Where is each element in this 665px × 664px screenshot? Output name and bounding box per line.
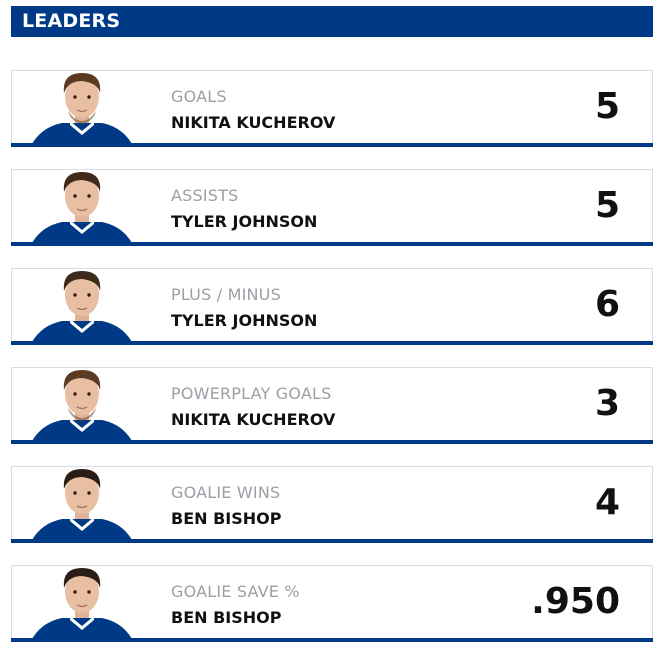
player-name[interactable]: BEN BISHOP	[171, 509, 282, 528]
stat-label: GOALIE WINS	[171, 483, 281, 502]
player-name[interactable]: TYLER JOHNSON	[171, 311, 318, 330]
card-accent-bar	[11, 341, 653, 345]
stat-label: GOALS	[171, 87, 227, 106]
player-name[interactable]: BEN BISHOP	[171, 608, 282, 627]
header-title: LEADERS	[22, 10, 121, 32]
player-name[interactable]: TYLER JOHNSON	[171, 212, 318, 231]
stat-value: 6	[594, 284, 620, 325]
stat-value: 5	[594, 185, 620, 226]
stat-value: .950	[531, 581, 620, 622]
leader-card-plus-minus[interactable]: PLUS / MINUS TYLER JOHNSON 6	[11, 268, 653, 345]
card-accent-bar	[11, 440, 653, 444]
stat-label: ASSISTS	[171, 186, 239, 205]
leader-card-goalie-save-pct[interactable]: GOALIE SAVE % BEN BISHOP .950	[11, 565, 653, 642]
leader-card-goals[interactable]: GOALS NIKITA KUCHEROV 5	[11, 70, 653, 147]
leader-card-powerplay-goals[interactable]: POWERPLAY GOALS NIKITA KUCHEROV 3	[11, 367, 653, 444]
player-photo	[32, 457, 132, 540]
leader-card-assists[interactable]: ASSISTS TYLER JOHNSON 5	[11, 169, 653, 246]
stat-value: 4	[594, 482, 620, 523]
stat-value: 5	[594, 86, 620, 127]
player-photo	[32, 358, 132, 441]
leaders-list: GOALS NIKITA KUCHEROV 5 ASSISTS TYLER JO…	[11, 70, 653, 664]
player-photo	[32, 160, 132, 243]
player-photo	[32, 259, 132, 342]
card-accent-bar	[11, 143, 653, 147]
stat-value: 3	[594, 383, 620, 424]
card-accent-bar	[11, 539, 653, 543]
leader-card-goalie-wins[interactable]: GOALIE WINS BEN BISHOP 4	[11, 466, 653, 543]
stat-label: PLUS / MINUS	[171, 285, 281, 304]
card-accent-bar	[11, 638, 653, 642]
card-accent-bar	[11, 242, 653, 246]
stat-label: GOALIE SAVE %	[171, 582, 300, 601]
player-name[interactable]: NIKITA KUCHEROV	[171, 113, 336, 132]
player-photo	[32, 556, 132, 639]
leaders-header: LEADERS	[11, 6, 653, 37]
player-photo	[32, 61, 132, 144]
stat-label: POWERPLAY GOALS	[171, 384, 332, 403]
player-name[interactable]: NIKITA KUCHEROV	[171, 410, 336, 429]
